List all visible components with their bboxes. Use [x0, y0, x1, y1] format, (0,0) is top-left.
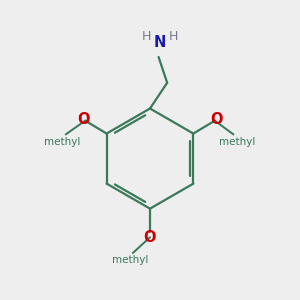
Text: methyl: methyl: [219, 136, 255, 147]
Text: O: O: [144, 230, 156, 245]
Text: O: O: [77, 112, 90, 127]
Text: N: N: [154, 35, 166, 50]
Text: H: H: [169, 31, 178, 44]
Text: methyl: methyl: [112, 255, 149, 265]
Text: methyl: methyl: [44, 136, 80, 147]
Text: H: H: [142, 31, 151, 44]
Text: O: O: [210, 112, 223, 127]
